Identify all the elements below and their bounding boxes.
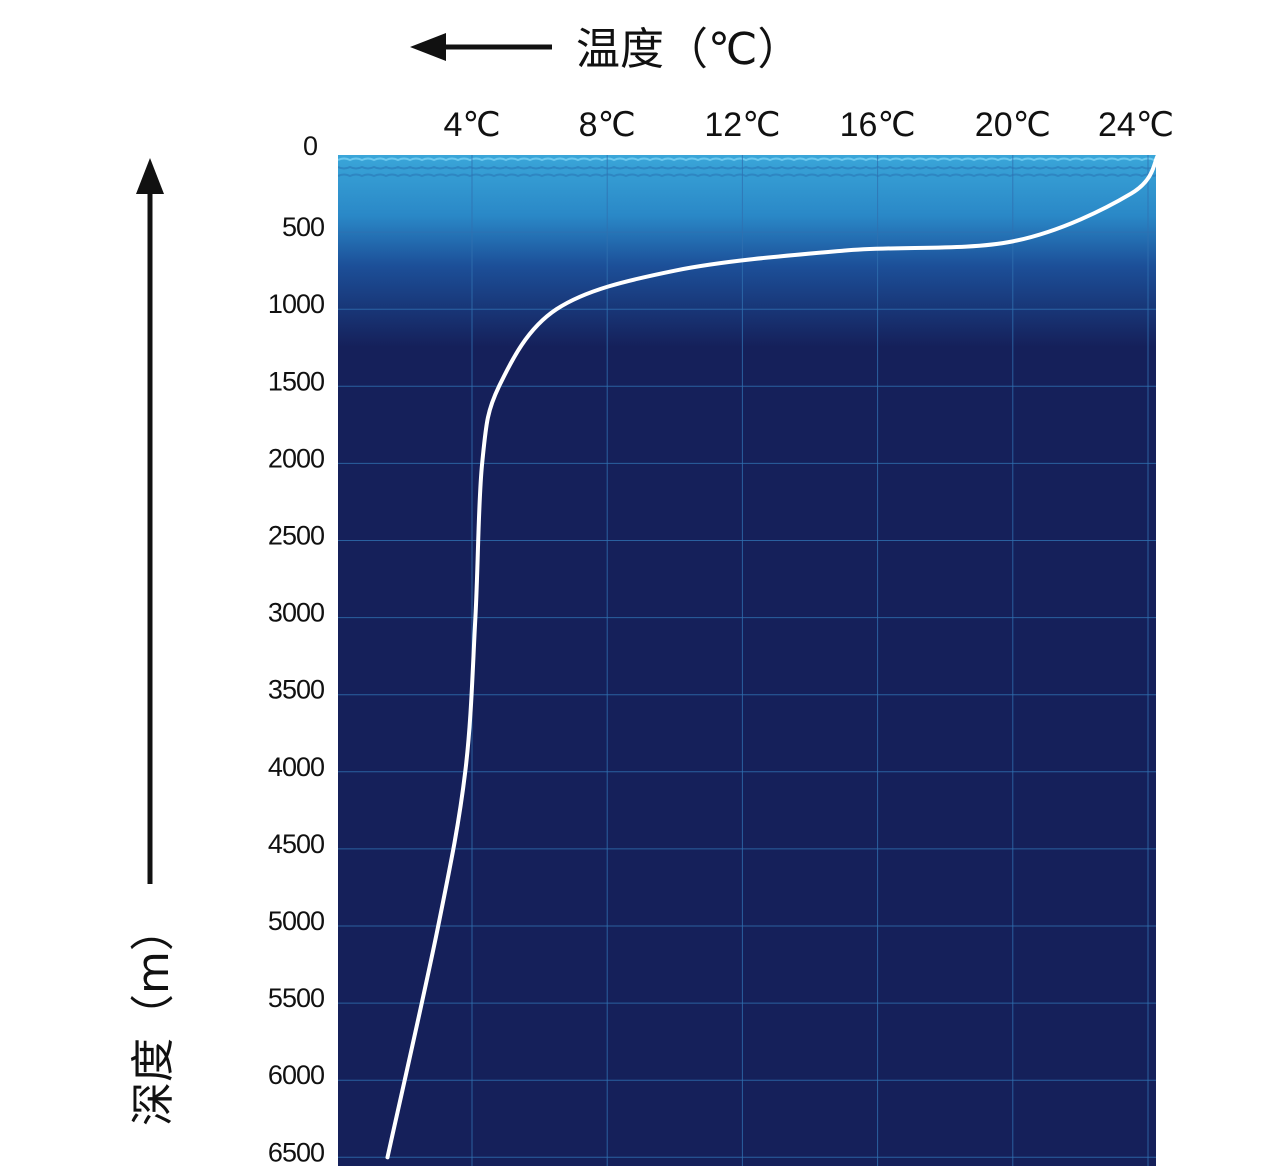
y-tick-label: 500	[282, 212, 324, 242]
x-tick-label: 16℃	[840, 106, 916, 144]
x-tick-label: 4℃	[443, 106, 500, 144]
y-tick-label: 4000	[268, 752, 324, 782]
x-axis-arrow-head	[410, 33, 446, 61]
y-tick-label: 2500	[268, 521, 324, 551]
grid-lines	[338, 155, 1156, 1166]
y-axis-title: 深度（m）	[128, 907, 179, 1126]
water-column	[338, 155, 1156, 1166]
x-axis-title-group: 温度（℃）	[410, 24, 801, 75]
temperature-depth-curve	[385, 155, 1156, 1160]
y-tick-label: 3500	[268, 675, 324, 705]
surface-waves	[338, 157, 1156, 178]
x-tick-label: 20℃	[975, 106, 1051, 144]
y-tick-label: 3000	[268, 598, 324, 628]
wave-line-2	[338, 173, 1156, 178]
y-axis-title-group: 深度（m）	[128, 158, 179, 1126]
x-tick-label: 24℃	[1098, 106, 1174, 144]
y-tick-label: 1500	[268, 366, 324, 396]
y-axis-arrow-head	[136, 158, 164, 194]
x-axis-title: 温度（℃）	[576, 24, 801, 75]
y-tick-labels: 0 500 1000 1500 2000 2500 3000 3500 4000 4500 5000…	[268, 131, 325, 1166]
wave-line-0	[338, 157, 1156, 162]
y-tick-label: 6500	[268, 1137, 324, 1166]
y-tick-label: 2000	[268, 443, 324, 473]
y-tick-label: 6000	[268, 1060, 324, 1090]
y-tick-label: 4500	[268, 829, 324, 859]
y-tick-label: 5500	[268, 983, 324, 1013]
y-tick-label: 0	[303, 131, 317, 161]
x-tick-labels: 4℃ 8℃ 12℃ 16℃ 20℃ 24℃	[443, 106, 1174, 144]
y-tick-label: 1000	[268, 289, 324, 319]
y-tick-label: 5000	[268, 906, 324, 936]
x-tick-label: 8℃	[579, 106, 636, 144]
x-tick-label: 12℃	[704, 106, 780, 144]
wave-line-1	[338, 165, 1156, 170]
